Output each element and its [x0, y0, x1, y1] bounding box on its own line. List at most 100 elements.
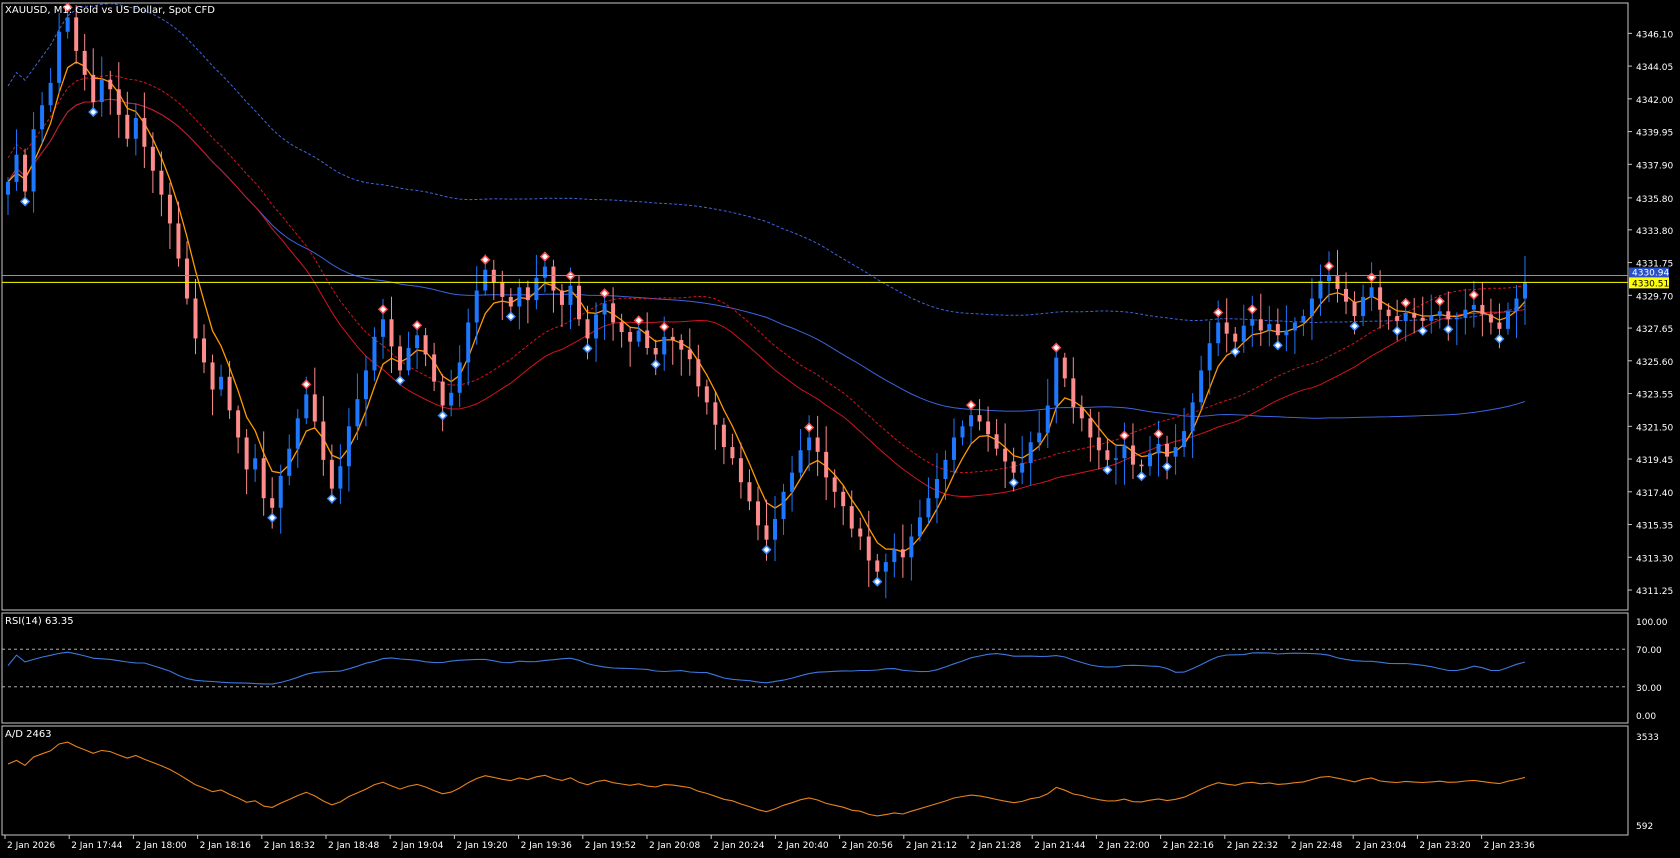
- price-tick-label: 4325.60: [1636, 358, 1673, 368]
- candle: [508, 288, 513, 315]
- candle: [176, 201, 181, 267]
- candle: [1207, 321, 1212, 395]
- candle: [1488, 298, 1493, 335]
- candle-body: [398, 346, 403, 371]
- candle: [1471, 280, 1476, 328]
- candle: [525, 280, 530, 324]
- rsi-level-label: 0.00: [1636, 712, 1656, 722]
- signal-low-marker: [650, 359, 661, 370]
- rsi-panel: [1, 612, 1629, 724]
- ad-title: A/D 2463: [5, 729, 52, 740]
- candle-body: [389, 319, 394, 347]
- candle-body: [807, 437, 812, 451]
- candle-body: [133, 118, 138, 139]
- candle: [1326, 251, 1331, 303]
- candle: [1275, 308, 1280, 342]
- time-tick-label: 2 Jan 21:28: [970, 841, 1022, 851]
- price-tick-label: 4339.95: [1636, 129, 1673, 139]
- candle: [738, 442, 743, 499]
- candle-body: [653, 348, 658, 355]
- candle: [65, 8, 70, 39]
- candle: [321, 396, 326, 476]
- candle-body: [1326, 276, 1331, 281]
- candle: [406, 331, 411, 376]
- candle: [193, 278, 198, 355]
- candle: [1071, 357, 1076, 424]
- candle: [790, 455, 795, 512]
- rsi-level-label: 30.00: [1636, 684, 1662, 694]
- signal-high-marker: [412, 320, 423, 331]
- candle-body: [270, 498, 275, 508]
- candle-body: [491, 269, 496, 283]
- time-tick-label: 2 Jan 18:48: [328, 841, 380, 851]
- candle: [219, 364, 224, 397]
- candle-body: [1480, 304, 1485, 315]
- signal-low-marker: [1161, 461, 1173, 472]
- candle-body: [82, 50, 87, 75]
- candle-body: [1207, 343, 1212, 371]
- candle: [40, 92, 45, 144]
- candle-body: [1437, 311, 1442, 317]
- candle: [133, 103, 138, 156]
- candle: [338, 444, 343, 504]
- candle: [986, 406, 991, 452]
- candle: [960, 420, 965, 446]
- candle-body: [960, 426, 965, 438]
- candle-body: [380, 319, 385, 337]
- candle-body: [1165, 443, 1170, 457]
- candle-body: [730, 447, 735, 459]
- candle-body: [1241, 325, 1246, 342]
- candle: [1292, 317, 1297, 354]
- signal-low-marker: [505, 311, 516, 322]
- price-tick-label: 4313.30: [1636, 554, 1673, 564]
- candle-body: [1309, 298, 1314, 317]
- candle-body: [1045, 405, 1050, 433]
- time-tick-label: 2 Jan 21:12: [906, 841, 957, 851]
- candle-body: [108, 79, 113, 90]
- candle: [355, 373, 360, 441]
- signal-high-marker: [1153, 428, 1164, 439]
- price-tick-label: 4319.45: [1636, 456, 1673, 466]
- candle: [1301, 309, 1306, 337]
- candle-body: [645, 330, 650, 349]
- signal-low-marker: [1443, 324, 1454, 335]
- candle-body: [1454, 317, 1459, 320]
- candle-body: [210, 362, 215, 390]
- candle-body: [585, 319, 590, 339]
- candle: [969, 409, 974, 445]
- candle-body: [278, 475, 283, 508]
- candle-body: [969, 415, 974, 427]
- candle-body: [858, 528, 863, 537]
- candle: [798, 428, 803, 478]
- candle: [1165, 435, 1170, 480]
- candle: [628, 326, 633, 367]
- candle-body: [943, 459, 948, 480]
- candle: [125, 91, 130, 147]
- candle: [389, 296, 394, 374]
- candle: [312, 367, 317, 428]
- candle-body: [176, 223, 181, 259]
- candle-body: [406, 348, 411, 371]
- candle-body: [559, 290, 564, 305]
- candle: [99, 56, 104, 117]
- candle: [900, 524, 905, 578]
- candle-body: [1361, 296, 1366, 317]
- rsi-title: RSI(14) 63.35: [5, 616, 74, 627]
- time-tick-label: 2 Jan 2026: [7, 841, 55, 851]
- candle: [31, 111, 36, 213]
- signal-high-marker: [301, 379, 312, 390]
- ad-panel: [1, 725, 1629, 836]
- signal-high-marker: [1119, 430, 1130, 441]
- candle-body: [1105, 450, 1110, 460]
- candle: [713, 391, 718, 450]
- signal-low-marker: [1230, 346, 1241, 357]
- candle-body: [355, 399, 360, 427]
- signal-low-marker: [1136, 471, 1147, 482]
- signal-low-marker: [1272, 340, 1283, 351]
- candle-body: [321, 421, 326, 460]
- candle-body: [875, 560, 880, 572]
- signal-high-marker: [1051, 342, 1062, 353]
- candle: [491, 259, 496, 301]
